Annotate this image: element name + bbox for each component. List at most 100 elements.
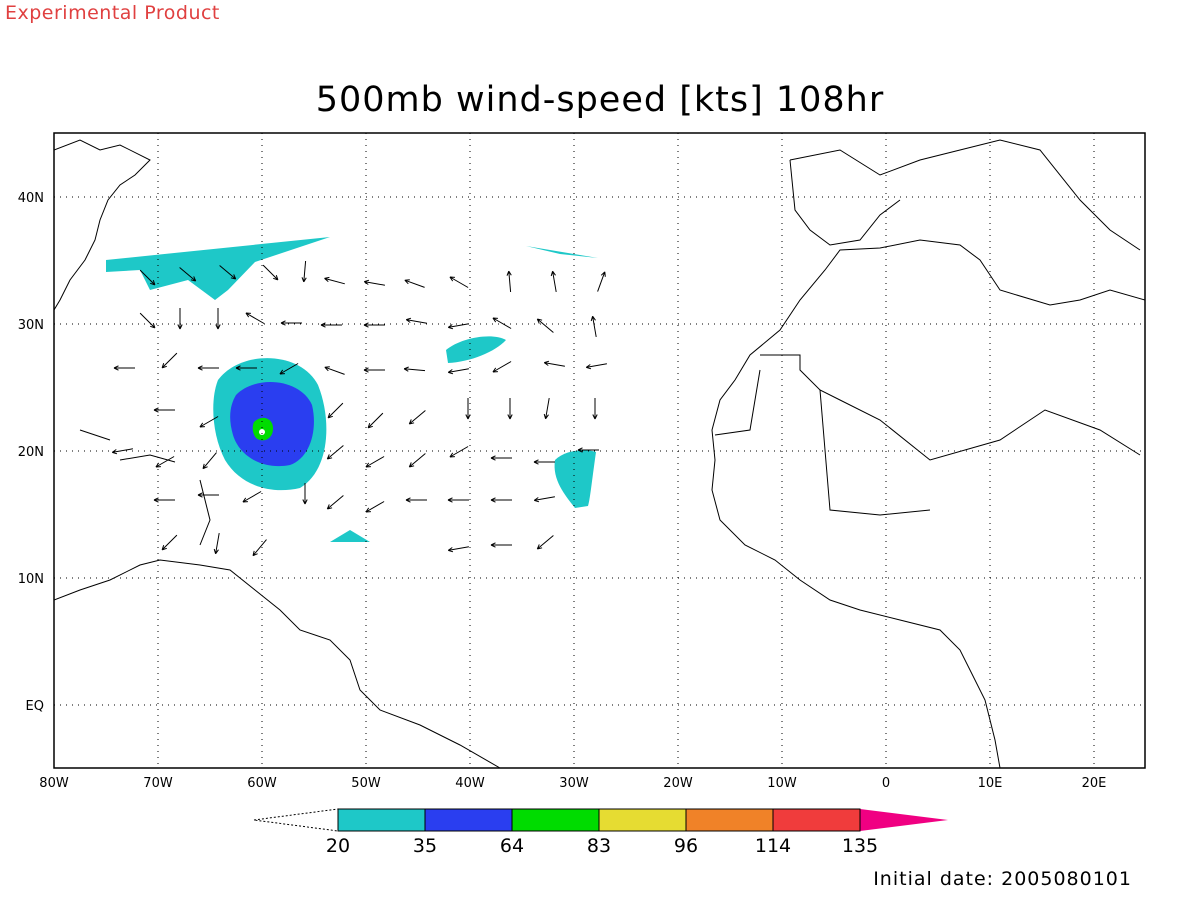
wind-vector-arrow (301, 260, 307, 283)
wind-vector-arrow (245, 312, 265, 324)
lon-tick-label: 50W (351, 776, 381, 791)
wind-vector-arrow (490, 497, 512, 503)
wind-vector-arrow (177, 308, 183, 330)
wind-vector-arrow (577, 447, 599, 453)
wind-vector-arrow (536, 535, 554, 550)
wind-vector-arrow (408, 453, 426, 468)
wind-vector-arrow (533, 496, 555, 503)
wind-vector-arrow (202, 452, 217, 470)
wind-vector-arrow (280, 320, 302, 326)
wind-vector-arrow (592, 398, 598, 420)
wind-vector-arrow (139, 312, 156, 329)
shade-storm-core (252, 417, 274, 441)
wind-vector-arrow (365, 456, 385, 468)
lon-tick-label: 40W (455, 776, 485, 791)
wind-vector-arrow (139, 269, 156, 286)
map-frame (53, 132, 1146, 769)
wind-vector-arrow (320, 322, 342, 328)
wind-vector-arrow (365, 501, 385, 513)
wind-vector-arrow (155, 456, 175, 468)
colorbar-low-triangle (253, 808, 339, 832)
lat-tick-label: EQ (26, 699, 44, 714)
wind-vector-arrow (326, 495, 344, 510)
wind-vector-arrow (585, 363, 607, 370)
south-america-coast (54, 559, 501, 768)
wind-vector-arrow (405, 497, 427, 503)
wind-vector-arrow (215, 308, 221, 330)
wind-vector-arrow (449, 276, 469, 288)
wind-vector-arrow (449, 446, 469, 458)
wind-vector-arrow (326, 445, 344, 460)
colorbar-label: 83 (587, 835, 611, 857)
colorbar-label: 96 (674, 835, 698, 857)
wind-vector-arrow (252, 539, 267, 557)
storm-eye (259, 429, 265, 435)
colorbar-label: 135 (842, 835, 878, 857)
wind-vector-arrow (161, 534, 178, 551)
wind-vector-arrow (111, 448, 133, 455)
wind-vector-arrow (363, 322, 385, 328)
north-america-coast (54, 139, 151, 311)
shade-blob-d (330, 530, 370, 542)
lat-tick-label: 20N (18, 445, 44, 460)
lon-axis-labels: 80W 70W 60W 50W 40W 30W 20W 10W 0 10E 20… (39, 776, 1106, 791)
colorbar-swatch-64-83 (512, 809, 599, 831)
wind-vector-arrow (279, 363, 299, 375)
lon-tick-label: 70W (143, 776, 173, 791)
wind-vector-arrow (550, 270, 557, 292)
wind-vector-arrow (324, 276, 345, 285)
wind-vector-arrow (405, 317, 427, 324)
shade-blob-b (526, 246, 598, 258)
initial-date-label: Initial date: 2005080101 (873, 868, 1132, 890)
wind-vector-arrow (197, 492, 219, 498)
wind-vector-arrow (507, 398, 513, 420)
colorbar-swatch-35-64 (425, 809, 512, 831)
colorbar-swatch-20-35 (338, 809, 425, 831)
wind-vector-arrow (590, 315, 597, 337)
wind-vector-arrow (490, 455, 512, 461)
wind-vector-arrow (235, 365, 257, 371)
wind-vector-arrow (161, 352, 178, 369)
lon-tick-label: 0 (882, 776, 890, 791)
colorbar-label: 20 (326, 835, 350, 857)
experimental-product-label: Experimental Product (5, 2, 220, 24)
wind-vector-arrow (324, 366, 345, 375)
wind-vector-arrow (179, 267, 197, 282)
map-area (53, 132, 1146, 769)
lon-tick-label: 60W (247, 776, 277, 791)
lon-tick-label: 20E (1082, 776, 1107, 791)
colorbar: 20 35 64 83 96 114 135 (253, 808, 948, 857)
wind-vector-arrow (367, 412, 384, 429)
wind-vector-arrow (363, 367, 385, 373)
lon-tick-label: 10E (978, 776, 1003, 791)
wind-vector-arrow (219, 265, 237, 280)
wind-vector-arrow (543, 360, 565, 367)
wind-vector-arrow (363, 279, 385, 286)
lat-tick-label: 30N (18, 318, 44, 333)
wind-vector-arrow (490, 542, 512, 548)
wind-speed-shading (106, 237, 598, 542)
wind-vector-arrow (597, 271, 606, 292)
wind-vector-arrow (213, 533, 220, 555)
wind-vector-arrow (262, 264, 279, 281)
africa-coast (711, 239, 1145, 768)
wind-vector-arrow (242, 491, 262, 503)
wind-vector-arrow (302, 483, 308, 505)
wind-vector-arrow (197, 365, 219, 371)
lon-tick-label: 30W (559, 776, 589, 791)
wind-vector-arrow (492, 317, 512, 329)
wind-vector-arrow (113, 365, 135, 371)
wind-vector-arrow (447, 323, 469, 330)
wind-vector-arrow (408, 410, 426, 425)
wind-vector-arrow (404, 279, 425, 288)
colorbar-label: 114 (755, 835, 791, 857)
coastlines (54, 139, 1145, 768)
lon-tick-label: 10W (767, 776, 797, 791)
wind-vector-arrow (153, 497, 175, 503)
wind-vector-arrow (447, 497, 469, 503)
wind-vector-arrow (465, 398, 471, 420)
wind-vector-arrow (153, 407, 175, 413)
wind-vector-arrow (543, 398, 550, 420)
colorbar-swatch-114-135 (773, 809, 860, 831)
